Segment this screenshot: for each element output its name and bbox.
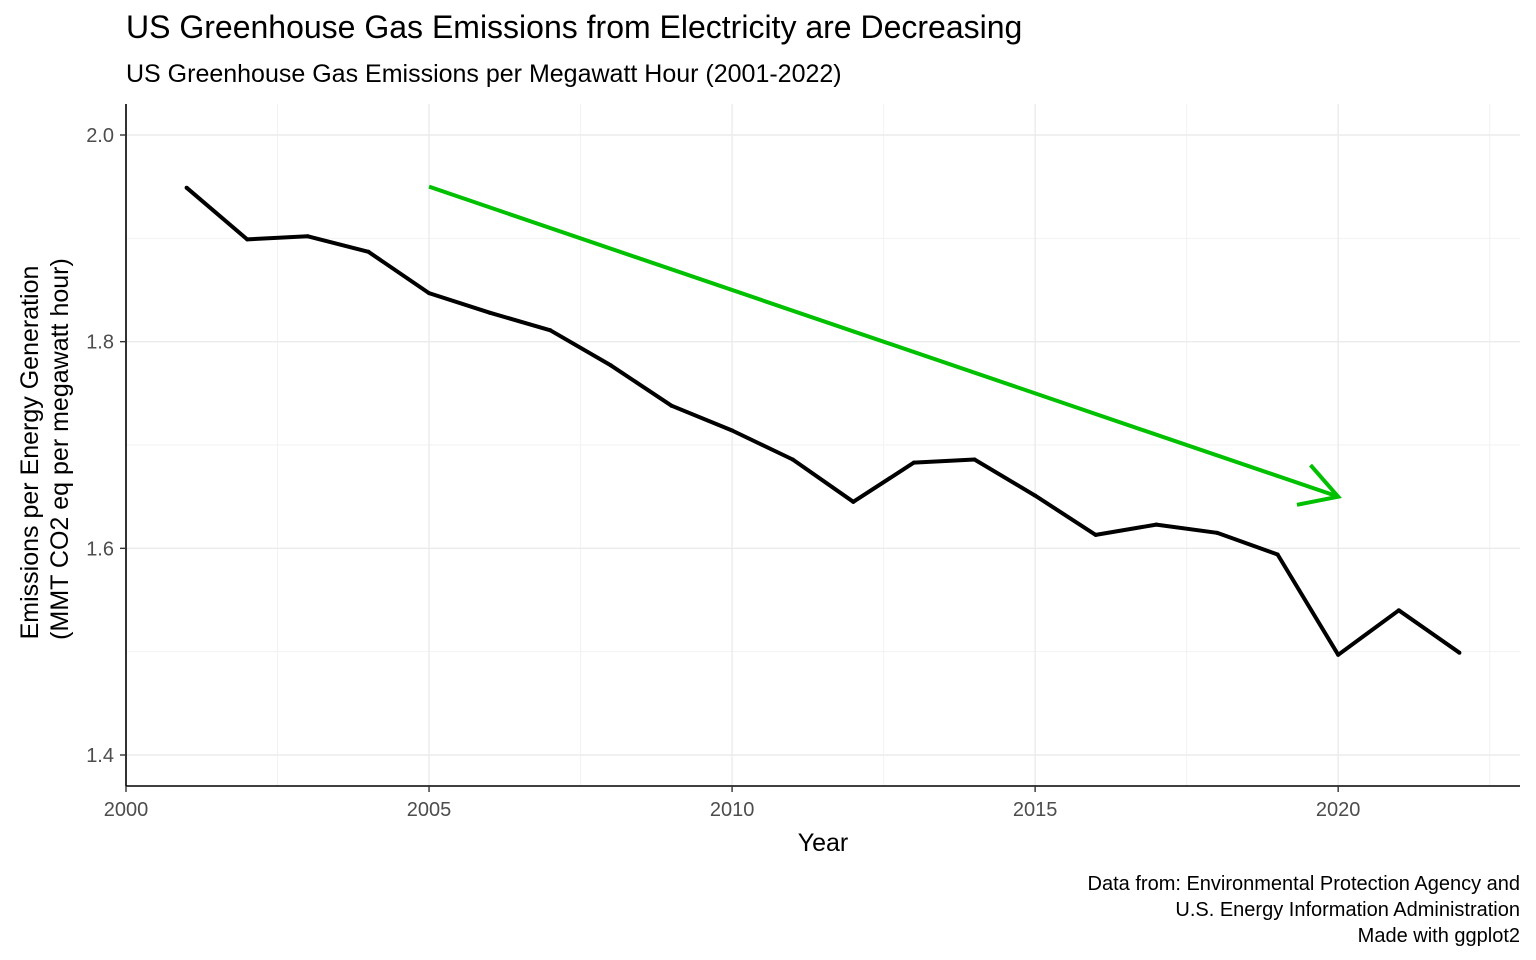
chart-subtitle: US Greenhouse Gas Emissions per Megawatt… (126, 60, 842, 88)
y-axis-title: Emissions per Energy Generation (MMT CO2… (16, 258, 74, 640)
data-point (366, 249, 371, 254)
chart-caption: Data from: Environmental Protection Agen… (1088, 871, 1520, 949)
data-point (184, 185, 189, 190)
x-tick-label: 2005 (407, 799, 452, 821)
arrow-head (1296, 463, 1342, 507)
data-point (608, 363, 613, 368)
data-point (669, 403, 674, 408)
data-point (1275, 552, 1280, 557)
data-point (487, 310, 492, 315)
y-tick-label: 1.8 (86, 332, 114, 354)
y-tick-label: 2.0 (86, 125, 114, 147)
data-point (1154, 522, 1159, 527)
data-point (1396, 608, 1401, 613)
y-axis-title-line-1: Emissions per Energy Generation (16, 266, 44, 640)
y-tick-label: 1.6 (86, 538, 114, 560)
arrow-shaft (428, 184, 1339, 499)
data-point (427, 291, 432, 296)
data-point (548, 328, 553, 333)
tick-labels: 2000 2005 2010 2015 2020 1.4 1.6 1.8 2.0 (86, 125, 1360, 821)
x-tick-label: 2020 (1316, 799, 1361, 821)
x-axis-title: Year (798, 829, 849, 857)
y-axis-title-line-2: (MMT CO2 eq per megawatt hour) (46, 258, 74, 640)
data-point (1093, 532, 1098, 537)
data-point (1033, 493, 1038, 498)
data-point (972, 457, 977, 462)
trend-arrow (428, 184, 1342, 507)
data-point (1336, 652, 1341, 657)
axes (125, 104, 1520, 787)
series-layer (184, 185, 1462, 657)
caption-line: Data from: Environmental Protection Agen… (1087, 873, 1520, 895)
data-point (790, 457, 795, 462)
grid-lines (125, 104, 1520, 786)
caption-line: Made with ggplot2 (1357, 925, 1520, 947)
x-tick-label: 2015 (1013, 799, 1058, 821)
caption-line: U.S. Energy Information Administration (1175, 899, 1520, 921)
data-point (851, 499, 856, 504)
data-point (305, 234, 310, 239)
data-point (245, 237, 250, 242)
chart-title: US Greenhouse Gas Emissions from Electri… (126, 9, 1023, 45)
x-tick-label: 2000 (104, 799, 149, 821)
data-point (911, 460, 916, 465)
data-point (730, 428, 735, 433)
y-tick-label: 1.4 (86, 745, 114, 767)
x-tick-label: 2010 (710, 799, 755, 821)
data-point (1214, 530, 1219, 535)
data-point (1457, 650, 1462, 655)
series-line (185, 186, 1461, 657)
